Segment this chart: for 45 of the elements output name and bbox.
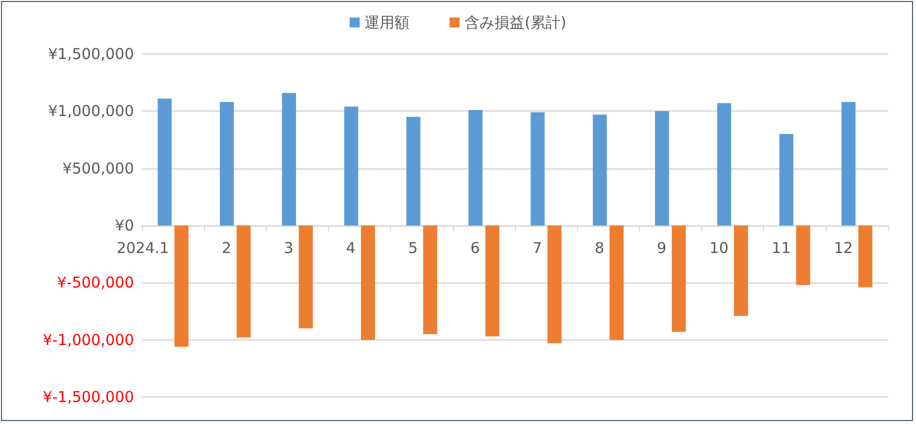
- bar: [779, 134, 794, 226]
- bar: [717, 103, 732, 226]
- x-tick-label: 6: [470, 239, 480, 257]
- bar: [298, 226, 313, 328]
- y-tick-label: ¥1,500,000: [48, 45, 134, 63]
- bar: [796, 226, 810, 285]
- bar: [858, 226, 872, 288]
- y-tick-label: ¥-1,000,000: [42, 330, 134, 349]
- x-tick-label: 9: [656, 239, 666, 257]
- y-tick-label: ¥500,000: [62, 159, 134, 178]
- bar: [423, 226, 438, 334]
- bar: [468, 110, 483, 226]
- bar: [174, 226, 188, 347]
- y-tick-label: ¥1,000,000: [48, 102, 134, 120]
- x-tick-label: 5: [408, 239, 418, 257]
- x-tick-label: 2: [222, 239, 232, 257]
- bar: [236, 226, 251, 338]
- legend-label: 含み損益(累計): [464, 14, 566, 32]
- x-tick-label: 11: [772, 239, 791, 257]
- bar: [220, 102, 234, 226]
- bar: [344, 106, 358, 226]
- bar: [655, 111, 670, 226]
- bar: [592, 114, 607, 226]
- x-tick-label: 7: [532, 239, 542, 257]
- bar: [842, 102, 856, 226]
- x-tick-label: 2024.1: [116, 239, 170, 257]
- bar: [485, 226, 500, 336]
- bar: [158, 98, 172, 226]
- bar: [360, 226, 375, 340]
- legend-label: 運用額: [364, 14, 410, 32]
- bar: [734, 226, 748, 316]
- y-tick-label: ¥-1,500,000: [42, 388, 134, 406]
- bar: [406, 116, 420, 226]
- x-tick-label: 4: [346, 239, 356, 257]
- y-tick-label: ¥0: [114, 216, 134, 234]
- y-tick-label: ¥-500,000: [57, 274, 134, 292]
- x-tick-label: 10: [709, 239, 729, 257]
- bar: [610, 226, 624, 340]
- bar: [672, 226, 686, 332]
- x-tick-label: 8: [594, 239, 604, 257]
- bar: [530, 112, 545, 226]
- x-tick-label: 12: [834, 239, 853, 257]
- bar: [547, 226, 562, 344]
- bar: [282, 92, 296, 226]
- x-tick-label: 3: [284, 239, 294, 257]
